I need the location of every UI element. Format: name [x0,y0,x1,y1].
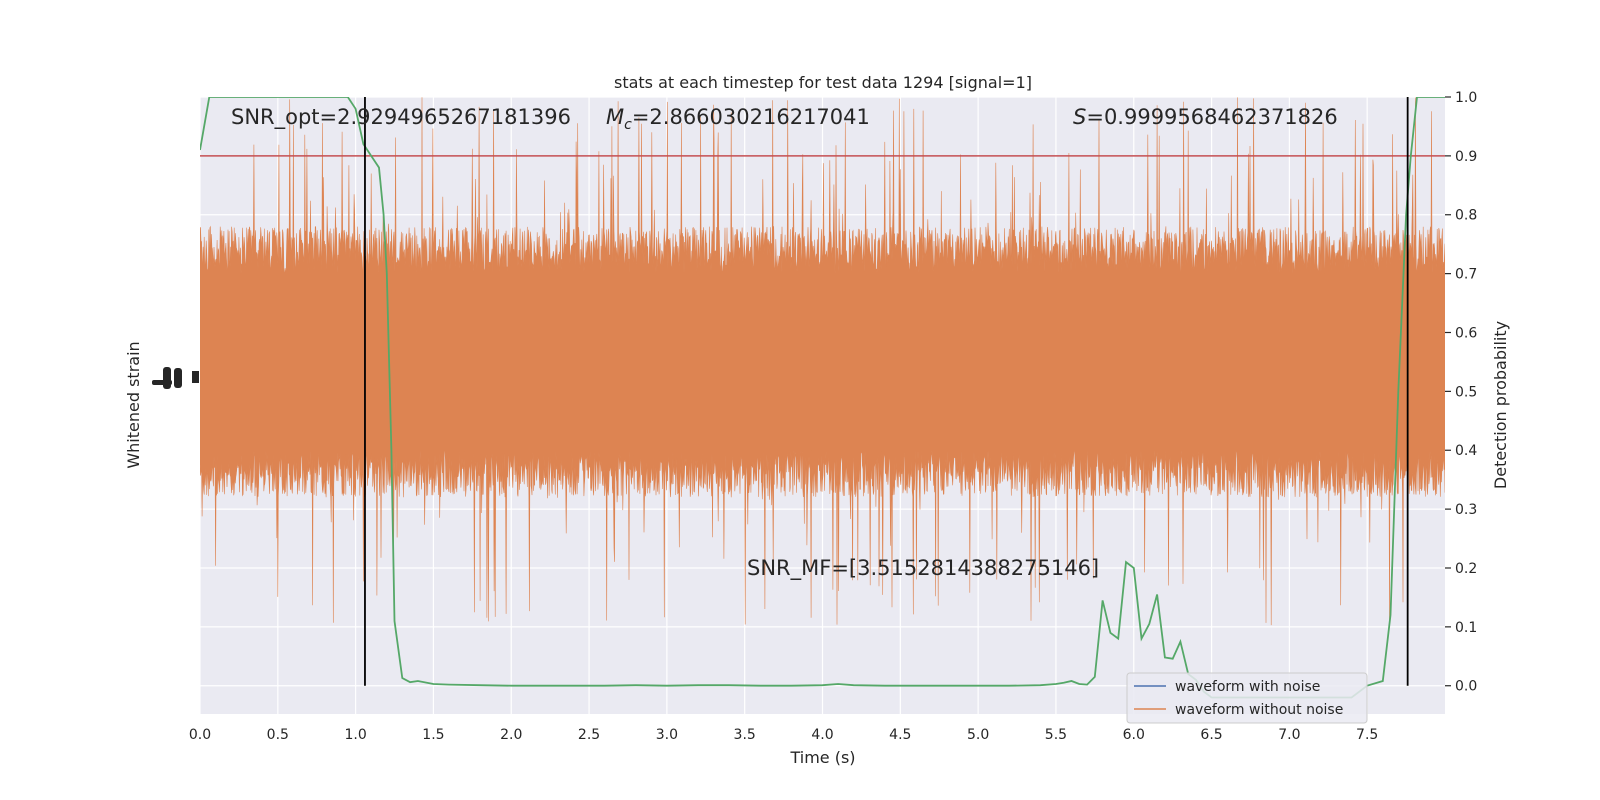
legend-label-without-noise: waveform without noise [1175,702,1343,718]
left-y-axis-label: Whitened strain [124,341,143,468]
right-y-axis-ticks: 0.0 0.1 0.2 0.3 0.4 0.5 0.6 0.7 0.8 0.9 1.0 [1445,90,1477,695]
chart-title: stats at each timestep for test data 129… [614,73,1032,92]
x-tick-label: 0.0 [189,727,211,743]
overlap-value: =0.9999568462371826 [1086,105,1337,129]
x-tick-label: 4.5 [889,727,911,743]
y-tick-label: 1.0 [1455,90,1477,106]
y-tick-label: 0.8 [1455,208,1477,224]
annotation-snr-mf: SNR_MF=[3.5152814388275146] [747,556,1099,581]
y-tick-label: 0.4 [1455,443,1477,459]
x-tick-label: 3.0 [656,727,678,743]
annotation-overlap: S=0.9999568462371826 [1073,105,1338,129]
y-tick-label: 0.2 [1455,561,1477,577]
legend-label-with-noise: waveform with noise [1175,679,1320,695]
y-tick-label: 0.6 [1455,325,1477,341]
y-tick-label: 0.9 [1455,149,1477,165]
x-tick-label: 7.0 [1278,727,1300,743]
left-axis-ticks-clutter [152,367,199,389]
x-axis-label: Time (s) [789,748,855,767]
x-tick-label: 6.5 [1200,727,1222,743]
y-tick-label: 0.1 [1455,620,1477,636]
x-tick-label: 7.5 [1356,727,1378,743]
x-tick-label: 1.0 [344,727,366,743]
overlap-symbol: S [1073,105,1086,129]
x-tick-label: 1.5 [422,727,444,743]
annotation-chirp-mass: Mc=2.866030216217041 [606,105,870,133]
vertical-markers [364,97,1409,686]
noise-waveform-path [200,97,1445,626]
chirp-mass-subscript: c [624,117,632,133]
x-axis-ticks: 0.0 0.5 1.0 1.5 2.0 2.5 3.0 3.5 4.0 4.5 5.0 5.5 6.0 6… [189,727,1378,743]
x-tick-label: 0.5 [267,727,289,743]
x-tick-label: 4.0 [811,727,833,743]
legend: waveform with noise waveform without noi… [1126,672,1368,724]
x-tick-label: 3.5 [734,727,756,743]
legend-frame [1126,672,1368,724]
chirp-mass-value: =2.866030216217041 [632,105,870,129]
y-tick-label: 0.0 [1455,679,1477,695]
noise-waveform-series [200,97,1445,626]
x-tick-label: 2.5 [578,727,600,743]
right-y-axis-label: Detection probability [1491,321,1510,489]
x-tick-label: 5.5 [1045,727,1067,743]
x-tick-label: 6.0 [1123,727,1145,743]
y-tick-label: 0.5 [1455,384,1477,400]
y-tick-label: 0.3 [1455,502,1477,518]
annotation-snr-opt: SNR_opt=2.9294965267181396 [231,105,571,130]
y-tick-label: 0.7 [1455,267,1477,283]
chirp-mass-symbol: M [606,105,624,129]
x-tick-label: 2.0 [500,727,522,743]
x-tick-label: 5.0 [967,727,989,743]
